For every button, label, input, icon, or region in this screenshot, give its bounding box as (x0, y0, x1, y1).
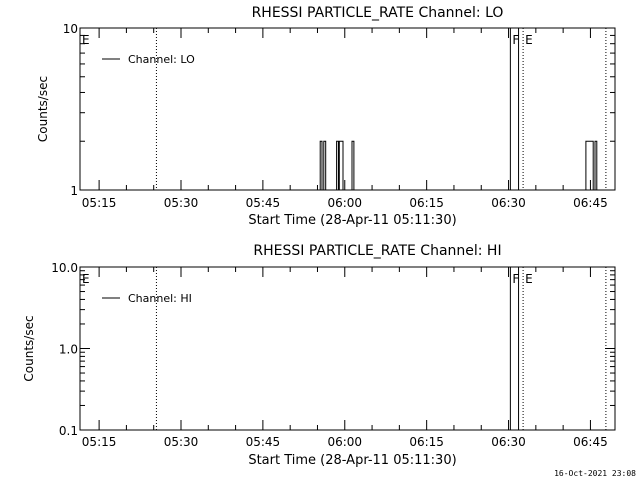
data-series-lo (80, 140, 615, 191)
x-tick-label: 05:30 (164, 435, 199, 449)
x-tick-label: 06:30 (491, 196, 526, 210)
x-tick-label: 05:15 (82, 196, 117, 210)
x-tick-label: 05:15 (82, 435, 117, 449)
y-tick-label: 10 (63, 22, 78, 36)
x-tick-label: 06:00 (327, 196, 362, 210)
x-tick-label: 05:45 (246, 196, 281, 210)
event-marker-label: F (512, 272, 519, 286)
x-axis-label: Start Time (28-Apr-11 05:11:30) (248, 213, 456, 228)
chart-title: RHESSI PARTICLE_RATE Channel: HI (253, 243, 501, 259)
chart-lo: RHESSI PARTICLE_RATE Channel: LO 1 10 05:15… (36, 5, 616, 228)
x-tick-label: 05:45 (246, 435, 281, 449)
x-tick-label: 06:15 (409, 196, 444, 210)
x-tick-label: 06:45 (573, 196, 608, 210)
y-axis-label: Counts/sec (36, 76, 50, 142)
x-tick-label: 06:45 (573, 435, 608, 449)
legend-entry: Channel: HI (128, 292, 192, 305)
x-tick-label: 05:30 (164, 196, 199, 210)
y-axis-label: Counts/sec (22, 315, 36, 381)
x-tick-label: 06:15 (409, 435, 444, 449)
y-tick-label: 1.0 (59, 343, 78, 357)
footer-timestamp: 16-Oct-2021 23:08 (554, 469, 636, 478)
y-tick-label: 1 (70, 184, 78, 198)
legend-entry: Channel: LO (128, 53, 195, 66)
event-marker-label: E (525, 33, 533, 47)
chart-hi: RHESSI PARTICLE_RATE Channel: HI 0.1 1.0 10… (22, 243, 616, 468)
chart-title: RHESSI PARTICLE_RATE Channel: LO (252, 5, 504, 21)
event-marker-label: E (82, 272, 90, 286)
x-axis-label: Start Time (28-Apr-11 05:11:30) (248, 453, 456, 468)
y-tick-label: 0.1 (59, 424, 78, 438)
y-tick-label: 10.0 (51, 261, 78, 275)
event-marker-label: E (525, 272, 533, 286)
x-tick-label: 06:30 (491, 435, 526, 449)
event-marker-label: F (512, 33, 519, 47)
event-marker-label: E (82, 33, 90, 47)
x-tick-label: 06:00 (327, 435, 362, 449)
